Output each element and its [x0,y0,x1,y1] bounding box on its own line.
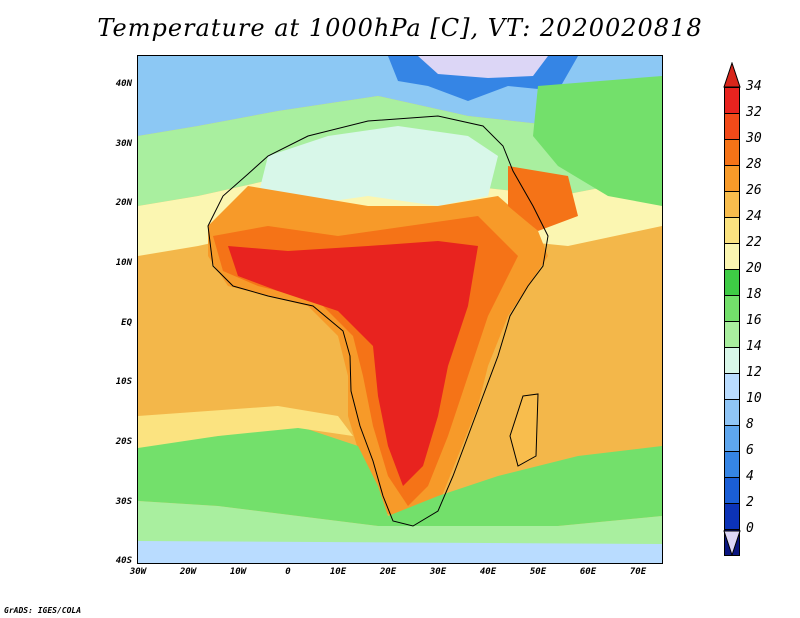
lon-label-50e: 50E [529,567,547,577]
lat-label-eq: EQ [121,318,132,328]
south-atlantic-pale [138,406,353,448]
arabia-hot [508,166,578,231]
colorbar-under-arrow [723,530,741,556]
lon-label-10e: 10E [329,567,347,577]
colorbar-label-22: 22 [746,235,762,250]
southern-ocean-cold [138,541,662,563]
lat-label-20n: 20N [115,198,132,208]
grads-credit: GrADS: IGES/COLA [4,606,82,615]
colorbar-cell [724,425,740,452]
colorbar-cell [724,191,740,218]
colorbar-label-4: 4 [746,469,754,484]
colorbar-cell [724,347,740,374]
colorbar-cell [724,165,740,192]
lon-label-30e: 30E [429,567,447,577]
middle-east-green [533,76,662,206]
colorbar-cell [724,373,740,400]
colorbar-cell [724,399,740,426]
lat-label-40s: 40S [115,556,132,566]
colorbar-cell [724,503,740,530]
colorbar-label-2: 2 [746,495,754,510]
colorbar-label-20: 20 [746,261,762,276]
temperature-map [137,55,663,564]
colorbar-cell [724,295,740,322]
colorbar-label-32: 32 [746,105,762,120]
europe-very-cold [418,56,548,78]
colorbar-label-18: 18 [746,287,762,302]
lat-label-10s: 10S [115,377,132,387]
lon-label-10w: 10W [229,567,247,577]
colorbar-label-10: 10 [746,391,762,406]
map-title: Temperature at 1000hPa [C], VT: 20200208… [97,14,703,42]
lat-label-40n: 40N [115,79,132,89]
lon-label-0: 0 [285,567,291,577]
colorbar-cell [724,243,740,270]
africa-hottest [228,241,478,486]
africa-coastline [207,115,549,527]
lat-label-30s: 30S [115,497,132,507]
lat-label-30n: 30N [115,139,132,149]
colorbar-label-24: 24 [746,209,762,224]
lon-label-30w: 30W [129,567,147,577]
lat-label-10n: 10N [115,258,132,268]
sahara-cool [258,126,498,206]
colorbar-label-30: 30 [746,131,762,146]
colorbar-label-0: 0 [746,521,754,536]
madagascar [510,394,538,466]
colorbar-cell [724,139,740,166]
colorbar-cell [724,477,740,504]
colorbar-label-14: 14 [746,339,762,354]
south-mild-band [138,426,662,526]
lat-label-20s: 20S [115,437,132,447]
colorbar-label-28: 28 [746,157,762,172]
temperature-field [138,56,662,563]
colorbar-cell [724,321,740,348]
colorbar-label-26: 26 [746,183,762,198]
lon-label-70e: 70E [629,567,647,577]
colorbar-label-16: 16 [746,313,762,328]
lon-label-60e: 60E [579,567,597,577]
colorbar-label-34: 34 [746,79,762,94]
colorbar-cell [724,269,740,296]
colorbar-over-arrow [723,62,741,88]
colorbar-label-12: 12 [746,365,762,380]
madagascar-coastline [509,393,539,467]
lon-label-20w: 20W [179,567,197,577]
colorbar-label-8: 8 [746,417,754,432]
colorbar-cell [724,217,740,244]
lon-label-40e: 40E [479,567,497,577]
colorbar-label-6: 6 [746,443,754,458]
lon-label-20e: 20E [379,567,397,577]
colorbar-cell [724,113,740,140]
colorbar-cell [724,87,740,114]
colorbar-cell [724,451,740,478]
